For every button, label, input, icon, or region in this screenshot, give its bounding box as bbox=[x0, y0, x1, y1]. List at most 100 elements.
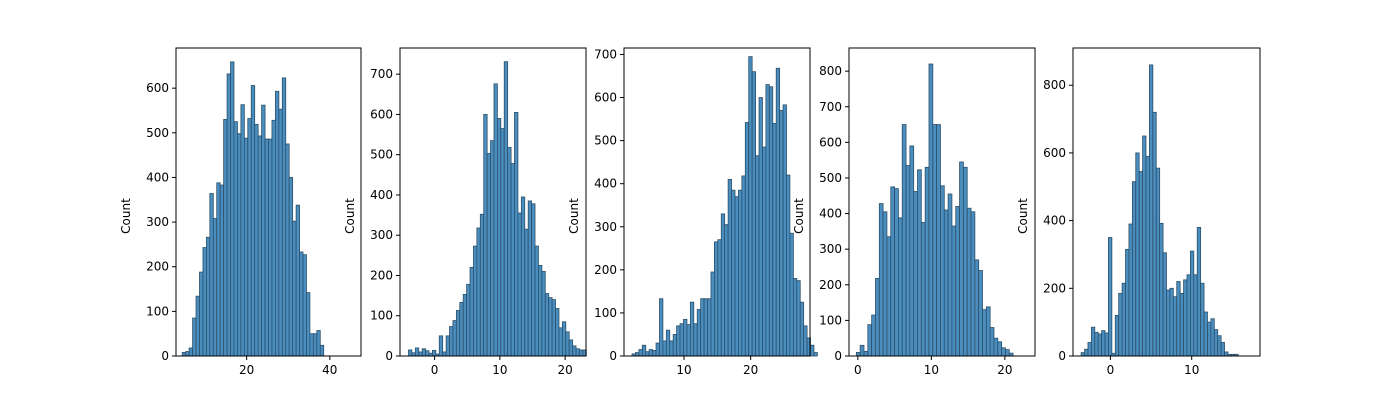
histogram-bar bbox=[863, 350, 869, 357]
subplot-2: 0 100 200 300 400 500 600 700 0 10 20 Count bbox=[343, 47, 587, 377]
histogram-bar bbox=[295, 204, 300, 357]
axes-frame bbox=[175, 47, 362, 357]
y-axis-label: Count bbox=[792, 198, 806, 234]
histogram-bar bbox=[1104, 332, 1109, 357]
histogram-bar bbox=[659, 298, 664, 357]
histogram-bar bbox=[490, 140, 495, 357]
histogram-bar bbox=[951, 225, 957, 357]
histogram-bar bbox=[438, 335, 444, 357]
histogram-bar bbox=[1166, 289, 1171, 357]
histogram-bar bbox=[928, 63, 934, 357]
histogram-bar bbox=[871, 314, 876, 357]
histogram-bar bbox=[462, 293, 468, 357]
histogram-bar bbox=[669, 340, 674, 357]
histogram-bar bbox=[710, 271, 715, 357]
y-tick-label: 500 bbox=[594, 134, 617, 148]
subplot-4: 0 100 200 300 400 500 600 700 800 0 10 20 Count bbox=[792, 47, 1036, 377]
y-tick-label: 300 bbox=[819, 242, 842, 256]
histogram-bar bbox=[432, 349, 437, 357]
histogram-bar bbox=[655, 342, 660, 357]
histogram-bar bbox=[947, 193, 953, 357]
x-tick-label: 10 bbox=[492, 363, 507, 377]
histogram-bar bbox=[913, 191, 918, 357]
histogram-bar bbox=[810, 344, 815, 357]
histogram-bar bbox=[309, 333, 314, 357]
histogram-bar bbox=[689, 301, 695, 357]
y-tick-label: 600 bbox=[370, 107, 393, 121]
y-tick-label: 400 bbox=[370, 188, 393, 202]
histogram-bar bbox=[555, 308, 560, 357]
histogram-bar bbox=[936, 124, 941, 357]
histogram-bar bbox=[1145, 155, 1150, 357]
histogram-bar bbox=[445, 335, 450, 357]
histogram-bar bbox=[993, 337, 999, 357]
histogram-bar bbox=[782, 104, 787, 357]
histogram-bar bbox=[312, 333, 318, 357]
y-tick-label: 600 bbox=[594, 91, 617, 105]
histogram-bar bbox=[520, 196, 526, 357]
x-tick-label: 20 bbox=[997, 363, 1012, 377]
histogram-bar bbox=[1005, 349, 1010, 357]
subplot-3: 0 100 200 300 400 500 600 700 10 20 Count bbox=[567, 47, 818, 377]
histogram-bar bbox=[299, 251, 304, 357]
histogram-bar bbox=[455, 310, 461, 357]
histogram-bar bbox=[185, 351, 190, 357]
histogram-bar bbox=[855, 352, 861, 357]
histogram-bar bbox=[1220, 342, 1225, 357]
histogram-bar bbox=[940, 185, 945, 357]
histogram-bar bbox=[476, 227, 481, 357]
histogram-bar bbox=[1207, 321, 1212, 357]
histogram-bar bbox=[285, 143, 290, 357]
histogram-bar bbox=[1080, 352, 1085, 357]
histogram-bar bbox=[243, 137, 249, 357]
histogram-bar bbox=[645, 351, 650, 357]
histogram-bar bbox=[421, 348, 426, 357]
y-tick-label: 100 bbox=[819, 313, 842, 327]
y-tick-label: 700 bbox=[370, 67, 393, 81]
histogram-bar bbox=[233, 121, 238, 357]
histogram-bar bbox=[558, 327, 563, 357]
histogram-bar bbox=[510, 163, 515, 357]
y-tick-label: 400 bbox=[819, 207, 842, 221]
histogram-bar bbox=[779, 110, 784, 357]
histogram-bar bbox=[254, 123, 259, 357]
histogram-bar bbox=[1087, 342, 1092, 357]
histogram-bar bbox=[1186, 274, 1191, 357]
histogram-bar bbox=[1210, 318, 1215, 357]
histogram-bar bbox=[524, 228, 529, 357]
histogram-bar bbox=[959, 161, 964, 357]
histogram-bar bbox=[219, 184, 225, 357]
histogram-bar bbox=[1152, 111, 1157, 357]
histogram-bar bbox=[493, 83, 498, 357]
histogram-bar bbox=[1196, 226, 1202, 357]
histogram-bar bbox=[955, 206, 960, 357]
histogram-bar bbox=[748, 56, 753, 357]
y-tick-label: 800 bbox=[819, 64, 842, 78]
histogram-bar bbox=[205, 236, 211, 357]
histogram-bar bbox=[1101, 330, 1106, 357]
histogram-bar bbox=[1001, 347, 1006, 357]
histogram-bar bbox=[662, 340, 667, 357]
histogram-bar bbox=[500, 128, 505, 357]
histogram-bar bbox=[223, 119, 228, 357]
histogram-bar bbox=[789, 232, 794, 357]
histogram-bar bbox=[527, 200, 532, 357]
histogram-bar bbox=[544, 293, 550, 357]
axes-frame bbox=[623, 47, 811, 357]
y-tick-label: 200 bbox=[1043, 281, 1066, 295]
histogram-bar bbox=[226, 73, 231, 357]
histogram-bar bbox=[1176, 281, 1181, 357]
histogram-bar bbox=[1125, 248, 1130, 357]
histogram-bar bbox=[1131, 181, 1137, 357]
histogram-bar bbox=[561, 321, 567, 357]
x-tick-label: 20 bbox=[557, 363, 572, 377]
y-tick-label: 300 bbox=[146, 215, 169, 229]
histogram-bar bbox=[859, 344, 865, 357]
y-tick-label: 800 bbox=[1043, 78, 1066, 92]
histogram-bar bbox=[997, 341, 1003, 357]
histogram-bar bbox=[514, 112, 519, 357]
histogram-bar bbox=[758, 97, 763, 357]
histogram-bar bbox=[466, 283, 471, 357]
histogram-bar bbox=[1193, 274, 1198, 357]
y-axis-label: Count bbox=[567, 198, 581, 234]
